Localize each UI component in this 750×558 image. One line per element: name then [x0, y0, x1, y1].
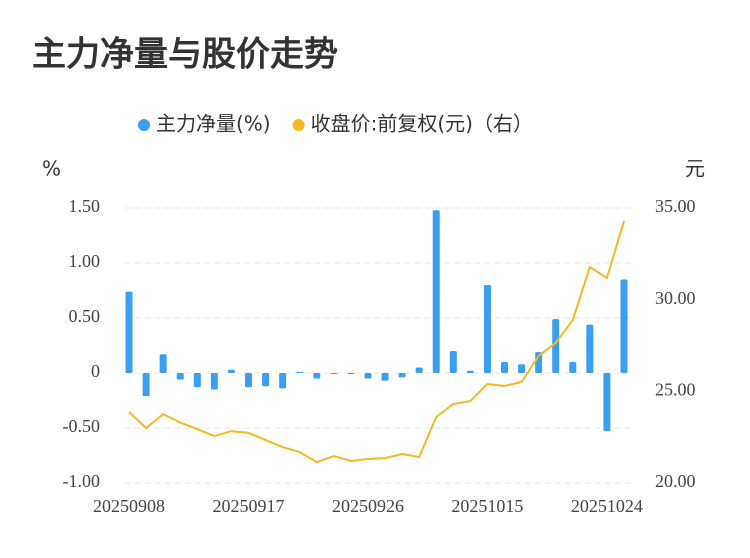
bar: [586, 324, 594, 373]
bar: [364, 373, 372, 379]
y-tick-label: 0: [91, 361, 100, 381]
bar: [415, 367, 423, 373]
bar: [347, 373, 355, 375]
legend-marker: [138, 119, 150, 131]
bar: [159, 354, 167, 373]
y2-tick-label: 30.00: [655, 288, 696, 308]
y-tick-label: 1.50: [69, 196, 101, 216]
bar: [125, 291, 133, 373]
y-tick-label: -0.50: [63, 416, 101, 436]
y-tick-label: 1.00: [69, 251, 101, 271]
bar: [552, 319, 560, 373]
bar: [432, 210, 440, 373]
bar: [501, 362, 508, 373]
bar: [483, 285, 491, 373]
bar: [569, 362, 577, 373]
bar: [262, 373, 270, 387]
bar: [227, 369, 235, 373]
bar: [210, 373, 218, 390]
legend-marker: [292, 119, 305, 131]
bar: [245, 373, 252, 388]
bar: [176, 373, 184, 380]
price-line: [128, 220, 625, 464]
y-tick-label: 0.50: [69, 306, 101, 326]
bar: [518, 364, 526, 373]
y2-tick-label: 25.00: [655, 379, 696, 399]
bar: [296, 371, 304, 373]
x-tick-label: 20251024: [571, 496, 643, 516]
legend-label: 收盘价:前复权(元)（右）: [311, 112, 533, 136]
bar: [142, 373, 150, 397]
x-tick-label: 20251015: [451, 496, 523, 516]
x-tick-label: 20250908: [93, 496, 165, 516]
y2-axis-label: 元: [685, 157, 705, 181]
y2-tick-label: 20.00: [655, 471, 696, 491]
bar: [330, 373, 338, 374]
chart-title: 主力净量与股价走势: [32, 35, 338, 75]
bar: [279, 373, 287, 389]
bar: [313, 373, 321, 379]
y-axis-label: %: [42, 157, 61, 181]
legend-label: 主力净量(%): [156, 112, 271, 136]
x-tick-label: 20250917: [213, 496, 285, 516]
x-tick-label: 20250926: [332, 496, 404, 516]
y-tick-label: -1.00: [63, 471, 101, 491]
y2-tick-label: 35.00: [655, 196, 696, 216]
bar: [449, 351, 457, 373]
bar: [193, 373, 201, 388]
bar: [603, 373, 611, 432]
bar: [620, 279, 628, 373]
bar: [466, 370, 474, 373]
bar: [398, 373, 406, 378]
bar: [381, 373, 389, 381]
